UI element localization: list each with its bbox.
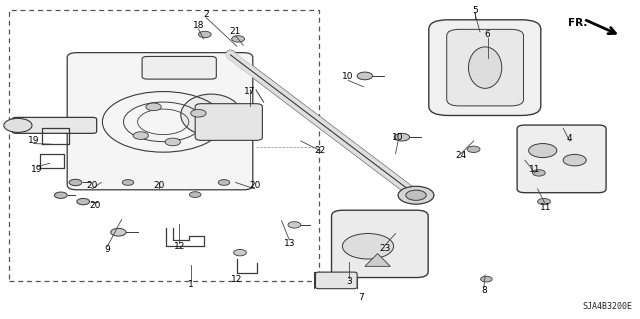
FancyBboxPatch shape xyxy=(12,117,97,133)
Ellipse shape xyxy=(468,47,502,88)
Text: 22: 22 xyxy=(314,146,326,155)
Text: 1: 1 xyxy=(188,280,193,289)
Circle shape xyxy=(538,198,550,205)
Text: 21: 21 xyxy=(230,27,241,36)
Text: 12: 12 xyxy=(231,275,243,284)
Circle shape xyxy=(481,276,492,282)
Text: 13: 13 xyxy=(284,239,295,248)
Text: 20: 20 xyxy=(153,181,164,190)
Circle shape xyxy=(563,154,586,166)
Text: 7: 7 xyxy=(358,293,364,302)
Text: 19: 19 xyxy=(28,136,39,145)
FancyBboxPatch shape xyxy=(195,104,262,140)
Text: 10: 10 xyxy=(392,133,404,142)
Circle shape xyxy=(218,180,230,185)
FancyBboxPatch shape xyxy=(447,29,524,106)
Text: 2: 2 xyxy=(204,10,209,19)
Text: 24: 24 xyxy=(455,151,467,160)
Text: 20: 20 xyxy=(86,181,98,190)
Circle shape xyxy=(122,180,134,185)
Text: 20: 20 xyxy=(249,181,260,190)
Text: 18: 18 xyxy=(193,21,204,30)
Text: 8: 8 xyxy=(481,286,486,295)
FancyBboxPatch shape xyxy=(142,56,216,79)
Text: 11: 11 xyxy=(529,165,541,174)
FancyBboxPatch shape xyxy=(316,272,357,289)
Text: 9: 9 xyxy=(105,245,110,254)
Text: 6: 6 xyxy=(485,30,490,39)
Text: 20: 20 xyxy=(89,201,100,210)
Circle shape xyxy=(146,103,161,111)
Circle shape xyxy=(189,192,201,197)
Ellipse shape xyxy=(180,94,242,136)
Text: 19: 19 xyxy=(31,165,43,174)
Circle shape xyxy=(398,186,434,204)
Circle shape xyxy=(532,170,545,176)
Circle shape xyxy=(54,192,67,198)
Circle shape xyxy=(288,222,301,228)
Polygon shape xyxy=(365,254,390,266)
Circle shape xyxy=(406,190,426,200)
FancyBboxPatch shape xyxy=(429,20,541,115)
Circle shape xyxy=(198,31,211,38)
Circle shape xyxy=(191,109,206,117)
FancyBboxPatch shape xyxy=(517,125,606,193)
FancyBboxPatch shape xyxy=(332,210,428,278)
Circle shape xyxy=(77,198,90,205)
Circle shape xyxy=(234,249,246,256)
Circle shape xyxy=(111,228,126,236)
FancyBboxPatch shape xyxy=(67,53,253,190)
Text: 4: 4 xyxy=(567,134,572,143)
Text: 12: 12 xyxy=(173,242,185,251)
Circle shape xyxy=(165,138,180,146)
Text: 23: 23 xyxy=(380,244,391,253)
Circle shape xyxy=(467,146,480,152)
Bar xyxy=(9,10,319,281)
Circle shape xyxy=(69,179,82,186)
Circle shape xyxy=(357,72,372,80)
Text: 17: 17 xyxy=(244,87,255,96)
Circle shape xyxy=(133,132,148,139)
Text: 3: 3 xyxy=(347,277,352,286)
Text: 5: 5 xyxy=(472,6,477,15)
Text: FR.: FR. xyxy=(568,18,588,28)
Circle shape xyxy=(529,144,557,158)
Circle shape xyxy=(394,133,410,141)
Circle shape xyxy=(342,234,394,259)
Text: 10: 10 xyxy=(342,72,354,81)
Circle shape xyxy=(4,118,32,132)
Circle shape xyxy=(232,36,244,42)
Text: SJA4B3200E: SJA4B3200E xyxy=(582,302,632,311)
Text: 11: 11 xyxy=(540,203,551,212)
